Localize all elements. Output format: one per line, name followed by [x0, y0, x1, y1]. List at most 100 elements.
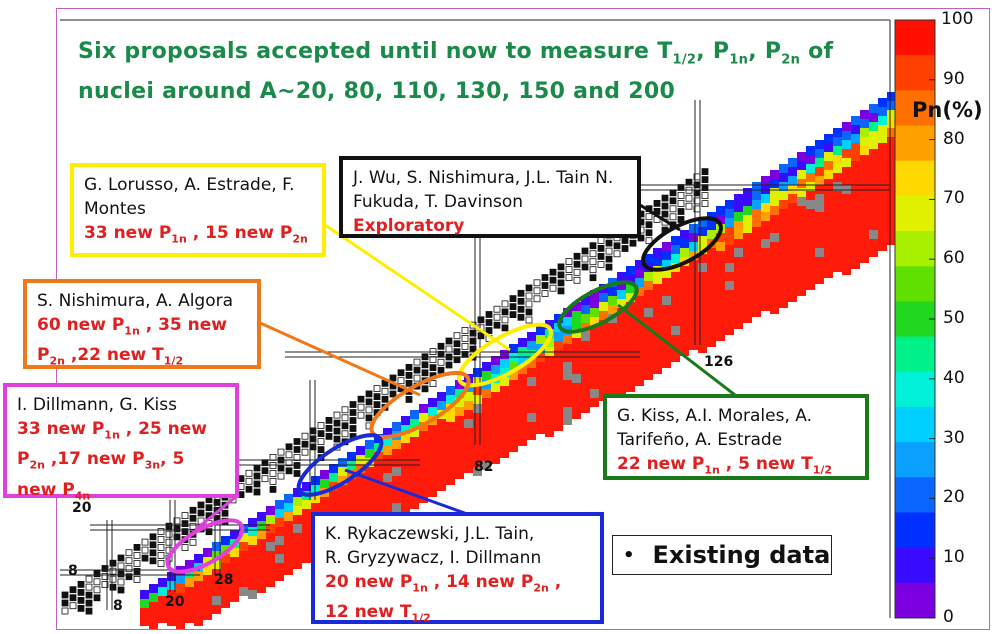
known-nucleus — [477, 332, 485, 340]
band-cell — [446, 467, 455, 476]
band-cell — [437, 446, 446, 455]
band-cell — [887, 101, 896, 110]
band-cell — [428, 407, 437, 416]
band-cell — [662, 278, 671, 287]
band-cell — [716, 251, 725, 260]
band-cell — [797, 224, 806, 233]
known-nucleus — [69, 594, 77, 602]
band-cell — [653, 248, 662, 257]
band-cell — [761, 194, 770, 203]
known-nucleus — [125, 565, 133, 573]
band-cell — [878, 170, 887, 179]
band-cell — [536, 380, 545, 389]
known-nucleus — [525, 292, 533, 300]
known-nucleus — [301, 448, 309, 456]
known-nucleus — [549, 276, 557, 284]
ellipse-lorusso — [457, 322, 553, 388]
band-cell — [887, 182, 896, 191]
band-cell — [680, 302, 689, 311]
band-cell — [302, 509, 311, 518]
band-cell — [455, 407, 464, 416]
proposal-authors: Fukuda, T. Davinson — [353, 192, 524, 212]
band-cell — [392, 503, 401, 512]
band-cell — [617, 290, 626, 299]
band-cell — [419, 485, 428, 494]
known-nucleus — [349, 425, 357, 432]
band-cell — [653, 302, 662, 311]
known-nucleus — [597, 260, 605, 268]
magic-label-n126: 126 — [704, 354, 734, 370]
band-cell — [617, 317, 626, 326]
band-cell — [806, 155, 815, 164]
band-cell — [716, 305, 725, 314]
known-nucleus — [365, 414, 373, 422]
band-cell — [815, 158, 824, 167]
colorbar-segment — [895, 442, 935, 478]
band-cell — [356, 464, 365, 473]
band-cell — [437, 401, 446, 410]
band-cell — [851, 161, 860, 170]
band-cell — [257, 539, 266, 548]
band-cell — [878, 188, 887, 197]
band-cell — [302, 545, 311, 554]
band-cell — [554, 368, 563, 377]
band-cell — [878, 107, 887, 116]
band-cell — [788, 167, 797, 176]
band-cell — [671, 281, 680, 290]
band-cell — [833, 137, 842, 146]
band-cell — [428, 470, 437, 479]
band-cell — [698, 272, 707, 281]
band-cell — [176, 611, 185, 620]
known-nucleus — [365, 390, 373, 398]
band-cell — [680, 293, 689, 302]
band-cell — [734, 212, 743, 221]
band-cell — [617, 299, 626, 308]
band-cell — [320, 497, 329, 506]
band-cell — [338, 485, 347, 494]
band-cell — [635, 269, 644, 278]
band-cell — [878, 152, 887, 161]
known-nucleus — [613, 250, 621, 258]
band-cell — [698, 308, 707, 317]
band-cell — [689, 323, 698, 332]
band-cell — [851, 242, 860, 251]
band-cell — [770, 296, 779, 305]
colorbar-segment — [895, 20, 935, 56]
band-cell — [752, 227, 761, 236]
pn-band — [140, 92, 896, 629]
known-nucleus — [605, 239, 613, 247]
band-cell — [320, 479, 329, 488]
band-cell — [797, 188, 806, 197]
band-cell — [248, 554, 257, 563]
band-cell — [284, 494, 293, 503]
band-cell — [158, 578, 167, 587]
magic-label-n28: 28 — [214, 572, 234, 588]
band-cell — [779, 182, 788, 191]
known-nucleus — [141, 546, 149, 554]
band-cell — [815, 266, 824, 275]
known-nucleus — [613, 242, 621, 250]
band-cell — [590, 380, 599, 389]
band-cell — [455, 416, 464, 425]
band-cell — [266, 515, 275, 524]
proposal-box-lorusso: G. Lorusso, A. Estrade, F. Montes 33 new… — [70, 163, 326, 257]
band-cell — [392, 422, 401, 431]
band-cell — [779, 191, 788, 200]
band-cell — [752, 245, 761, 254]
known-nucleus — [341, 430, 349, 438]
band-cell — [140, 590, 149, 599]
band-cell — [725, 218, 734, 227]
band-cell — [797, 197, 806, 206]
band-cell — [356, 482, 365, 491]
band-cell — [725, 245, 734, 254]
colorbar — [894, 19, 936, 619]
colorbar-segment — [895, 90, 935, 127]
known-nucleus — [325, 416, 333, 424]
band-cell — [500, 440, 509, 449]
band-cell — [437, 464, 446, 473]
known-nucleus — [341, 422, 349, 430]
known-nucleus — [621, 237, 629, 244]
band-cell — [419, 440, 428, 449]
band-cell — [446, 476, 455, 485]
band-cell — [689, 269, 698, 278]
